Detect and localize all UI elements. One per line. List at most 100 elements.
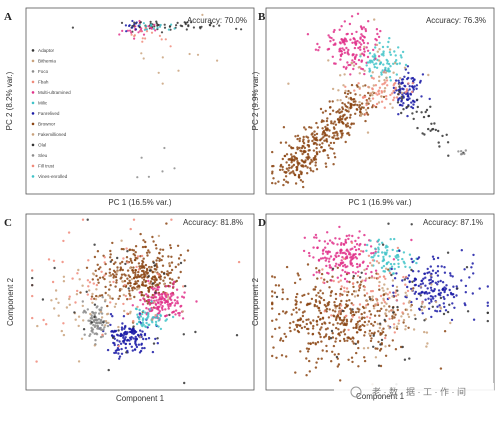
data-point: [432, 297, 435, 300]
data-point: [334, 43, 337, 46]
data-point: [96, 250, 100, 253]
data-point: [358, 86, 361, 89]
data-point: [99, 266, 102, 269]
data-point: [428, 302, 431, 305]
data-point: [411, 82, 414, 85]
data-point: [118, 355, 122, 358]
data-point: [374, 37, 377, 41]
data-point: [372, 307, 376, 310]
data-point: [441, 288, 444, 291]
data-point: [362, 347, 366, 350]
data-point: [119, 262, 122, 265]
data-point: [452, 295, 456, 299]
data-point: [146, 254, 149, 257]
data-point: [362, 26, 366, 29]
data-point: [396, 293, 400, 296]
data-point: [120, 333, 124, 336]
data-point: [288, 166, 291, 170]
y-axis-label-b: PC 2 (9.9% var.): [251, 71, 260, 130]
data-point: [446, 310, 450, 314]
data-point: [183, 21, 186, 24]
data-point: [355, 351, 358, 355]
data-point: [157, 301, 160, 305]
data-point: [343, 323, 347, 327]
data-point: [355, 323, 358, 326]
data-point: [352, 290, 356, 293]
data-point: [329, 337, 333, 340]
data-point: [161, 170, 164, 173]
data-point: [334, 237, 337, 240]
data-point: [377, 246, 380, 249]
data-point: [380, 266, 384, 269]
data-point: [121, 29, 124, 32]
data-point: [307, 318, 310, 321]
data-point: [132, 286, 135, 289]
data-point: [388, 317, 391, 321]
data-point: [331, 350, 334, 353]
data-point: [176, 300, 179, 303]
data-point: [308, 359, 311, 363]
data-point: [372, 345, 375, 348]
data-point: [171, 301, 174, 304]
data-point: [389, 238, 392, 241]
data-point: [347, 89, 350, 93]
data-point: [342, 257, 346, 260]
data-point: [378, 48, 381, 51]
data-point: [134, 273, 137, 277]
data-point: [397, 97, 400, 101]
data-point: [363, 311, 366, 314]
data-point: [373, 254, 376, 257]
data-point: [300, 159, 303, 162]
data-point: [375, 303, 378, 307]
accuracy-b: Accuracy: 76.3%: [426, 16, 486, 25]
data-point: [137, 343, 141, 346]
data-point: [277, 284, 281, 287]
data-point: [158, 34, 161, 38]
data-point: [57, 314, 60, 317]
data-point: [486, 319, 489, 323]
data-point: [439, 296, 443, 300]
data-point: [364, 119, 367, 123]
data-point: [315, 294, 318, 297]
data-point: [120, 247, 124, 251]
data-point: [362, 260, 365, 263]
data-point: [307, 155, 310, 158]
data-point: [391, 306, 395, 309]
data-point: [303, 325, 306, 329]
data-point: [285, 153, 289, 156]
data-point: [358, 316, 361, 319]
data-point: [365, 304, 368, 307]
data-point: [427, 297, 430, 300]
data-point: [331, 147, 334, 151]
data-point: [425, 108, 429, 112]
data-point: [183, 381, 186, 385]
data-point: [332, 344, 336, 348]
data-point: [282, 183, 285, 187]
data-point: [295, 325, 299, 329]
data-point: [366, 106, 370, 110]
data-point: [129, 338, 133, 341]
data-point: [372, 84, 375, 87]
data-point: [347, 97, 351, 100]
data-point: [282, 126, 286, 129]
data-point: [151, 282, 154, 285]
data-point: [335, 326, 338, 330]
data-point: [314, 299, 318, 302]
data-point: [346, 280, 349, 283]
data-point: [338, 304, 341, 307]
data-point: [288, 326, 291, 329]
data-point: [318, 143, 321, 146]
data-point: [364, 306, 367, 309]
data-point: [313, 236, 316, 239]
data-point: [150, 27, 153, 30]
data-point: [450, 318, 454, 322]
data-point: [327, 260, 331, 263]
data-point: [338, 237, 341, 240]
data-point: [384, 277, 387, 280]
data-point: [136, 176, 139, 179]
data-point: [352, 282, 355, 285]
data-point: [422, 115, 426, 119]
data-point: [295, 168, 298, 172]
data-point: [175, 288, 179, 291]
data-point: [146, 326, 149, 329]
